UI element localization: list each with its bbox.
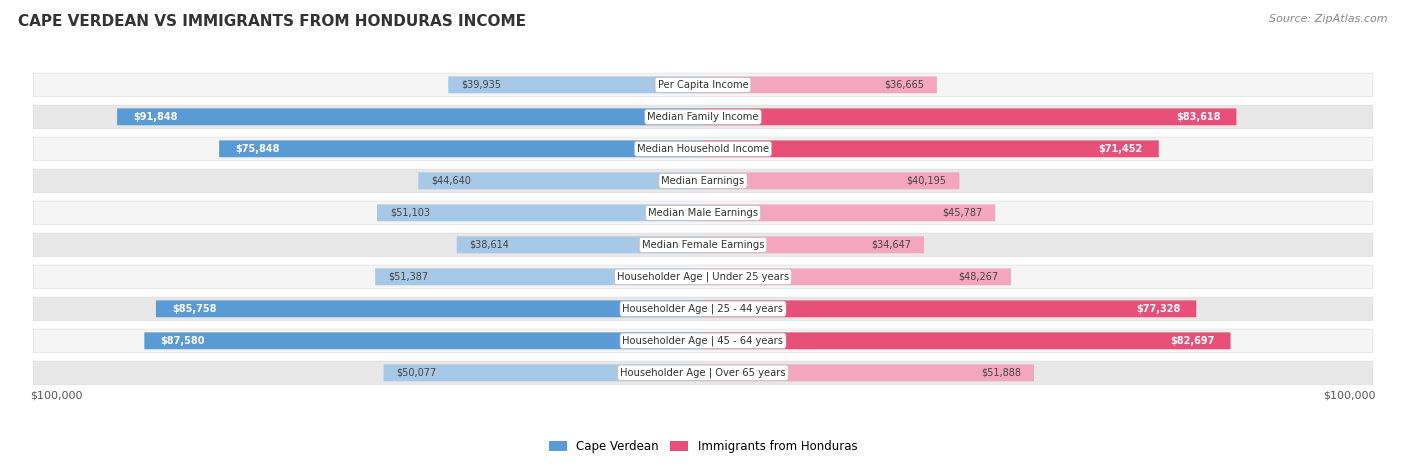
- FancyBboxPatch shape: [34, 137, 1372, 161]
- Text: $83,618: $83,618: [1175, 112, 1220, 122]
- FancyBboxPatch shape: [375, 269, 703, 285]
- FancyBboxPatch shape: [449, 77, 703, 93]
- Text: $82,697: $82,697: [1170, 336, 1215, 346]
- FancyBboxPatch shape: [703, 236, 924, 253]
- Text: $45,787: $45,787: [942, 208, 983, 218]
- Text: Householder Age | 25 - 44 years: Householder Age | 25 - 44 years: [623, 304, 783, 314]
- Text: $75,848: $75,848: [235, 144, 280, 154]
- FancyBboxPatch shape: [418, 172, 703, 189]
- Text: $51,387: $51,387: [388, 272, 427, 282]
- Text: Householder Age | 45 - 64 years: Householder Age | 45 - 64 years: [623, 336, 783, 346]
- Text: $51,103: $51,103: [389, 208, 430, 218]
- FancyBboxPatch shape: [457, 236, 703, 253]
- FancyBboxPatch shape: [34, 73, 1372, 97]
- FancyBboxPatch shape: [34, 329, 1372, 353]
- FancyBboxPatch shape: [219, 141, 703, 157]
- Text: $51,888: $51,888: [981, 368, 1021, 378]
- FancyBboxPatch shape: [703, 205, 995, 221]
- FancyBboxPatch shape: [34, 361, 1372, 385]
- Text: $71,452: $71,452: [1098, 144, 1143, 154]
- FancyBboxPatch shape: [34, 169, 1372, 192]
- Text: Householder Age | Over 65 years: Householder Age | Over 65 years: [620, 368, 786, 378]
- FancyBboxPatch shape: [34, 233, 1372, 256]
- Text: $91,848: $91,848: [134, 112, 177, 122]
- Text: $40,195: $40,195: [907, 176, 946, 186]
- Text: $39,935: $39,935: [461, 80, 501, 90]
- Text: $34,647: $34,647: [872, 240, 911, 250]
- FancyBboxPatch shape: [34, 105, 1372, 128]
- FancyBboxPatch shape: [377, 205, 703, 221]
- Text: Source: ZipAtlas.com: Source: ZipAtlas.com: [1270, 14, 1388, 24]
- Text: $100,000: $100,000: [1323, 391, 1376, 401]
- FancyBboxPatch shape: [703, 333, 1230, 349]
- FancyBboxPatch shape: [384, 364, 703, 381]
- Text: Median Family Income: Median Family Income: [647, 112, 759, 122]
- FancyBboxPatch shape: [703, 141, 1159, 157]
- Text: $50,077: $50,077: [396, 368, 437, 378]
- Text: Median Male Earnings: Median Male Earnings: [648, 208, 758, 218]
- Text: $36,665: $36,665: [884, 80, 924, 90]
- Text: Median Household Income: Median Household Income: [637, 144, 769, 154]
- Text: $87,580: $87,580: [160, 336, 205, 346]
- FancyBboxPatch shape: [703, 269, 1011, 285]
- FancyBboxPatch shape: [145, 333, 703, 349]
- Text: $44,640: $44,640: [432, 176, 471, 186]
- Text: Per Capita Income: Per Capita Income: [658, 80, 748, 90]
- FancyBboxPatch shape: [156, 300, 703, 317]
- Text: $48,267: $48,267: [957, 272, 998, 282]
- FancyBboxPatch shape: [703, 108, 1236, 125]
- Text: $100,000: $100,000: [30, 391, 83, 401]
- FancyBboxPatch shape: [117, 108, 703, 125]
- Text: CAPE VERDEAN VS IMMIGRANTS FROM HONDURAS INCOME: CAPE VERDEAN VS IMMIGRANTS FROM HONDURAS…: [18, 14, 526, 29]
- FancyBboxPatch shape: [703, 77, 936, 93]
- Legend: Cape Verdean, Immigrants from Honduras: Cape Verdean, Immigrants from Honduras: [544, 435, 862, 458]
- FancyBboxPatch shape: [703, 172, 959, 189]
- Text: $38,614: $38,614: [470, 240, 509, 250]
- Text: $85,758: $85,758: [172, 304, 217, 314]
- Text: Median Earnings: Median Earnings: [661, 176, 745, 186]
- Text: Median Female Earnings: Median Female Earnings: [641, 240, 765, 250]
- FancyBboxPatch shape: [34, 265, 1372, 289]
- FancyBboxPatch shape: [703, 364, 1033, 381]
- FancyBboxPatch shape: [703, 300, 1197, 317]
- Text: Householder Age | Under 25 years: Householder Age | Under 25 years: [617, 272, 789, 282]
- FancyBboxPatch shape: [34, 297, 1372, 321]
- FancyBboxPatch shape: [34, 201, 1372, 225]
- Text: $77,328: $77,328: [1136, 304, 1180, 314]
